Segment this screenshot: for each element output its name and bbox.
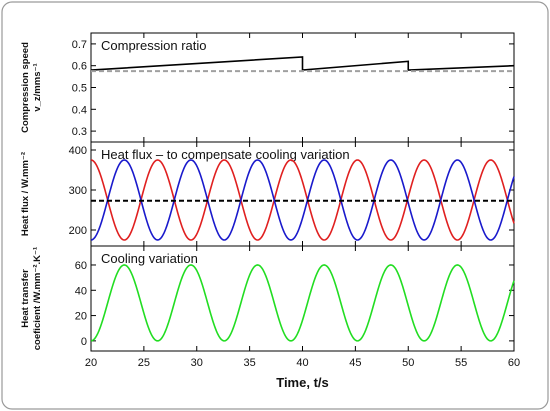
series-line-0-0 <box>90 56 515 71</box>
y-tick-label: 20 <box>75 311 87 323</box>
y-tick-label: 0.5 <box>72 83 87 95</box>
series-line-1-1 <box>90 159 515 241</box>
series-line-2-0 <box>90 264 515 342</box>
x-tick-label: 50 <box>402 357 414 369</box>
panel-title-cooling-variation: Cooling variation <box>101 251 198 266</box>
x-tick-label: 25 <box>138 357 150 369</box>
y-axis-label-compression-speed: Compression speed <box>20 42 31 133</box>
x-tick-label: 40 <box>296 357 308 369</box>
y-tick-label: 200 <box>69 225 87 237</box>
y-axis-label-compression-speed-unit: v_z/mms⁻¹ <box>32 63 43 111</box>
panel-title-compression-ratio: Compression ratio <box>101 38 207 53</box>
x-tick-label: 20 <box>85 357 97 369</box>
panel-cooling-variation: Cooling variation Heat transfer coeficie… <box>20 245 515 352</box>
panel-heat-flux: Heat flux – to compensate cooling variat… <box>20 141 515 247</box>
x-tick-label: 55 <box>455 357 467 369</box>
x-tick-label: 60 <box>508 357 520 369</box>
y-tick-label: 400 <box>69 145 87 157</box>
y-tick-label: 0.3 <box>72 126 87 138</box>
y-axis-label-heat-transfer-unit: coeficient /W.mm⁻².K⁻¹ <box>32 247 43 350</box>
y-tick-label: 0.4 <box>72 104 87 116</box>
y-tick-label: 60 <box>75 260 87 272</box>
panel-compression-ratio: Compression ratio Compression speed v_z/… <box>20 32 515 143</box>
y-tick-label: 300 <box>69 185 87 197</box>
y-tick-label: 0.6 <box>72 61 87 73</box>
x-tick-label: 45 <box>349 357 361 369</box>
y-tick-label: 40 <box>75 285 87 297</box>
x-axis-label: Time, t/s <box>276 375 329 390</box>
y-tick-label: 0 <box>81 336 87 348</box>
panel-title-heat-flux: Heat flux – to compensate cooling variat… <box>101 147 350 162</box>
y-axis-label-heat-transfer: Heat transfer <box>20 269 31 328</box>
x-axis: 20 25 30 35 40 45 50 55 60 <box>85 357 520 369</box>
x-tick-label: 30 <box>191 357 203 369</box>
y-tick-label: 0.7 <box>72 39 87 51</box>
y-axis-label-heat-flux: Heat flux / W.mm⁻² <box>20 152 31 236</box>
x-tick-label: 35 <box>244 357 256 369</box>
series-line-1-0 <box>90 159 515 241</box>
